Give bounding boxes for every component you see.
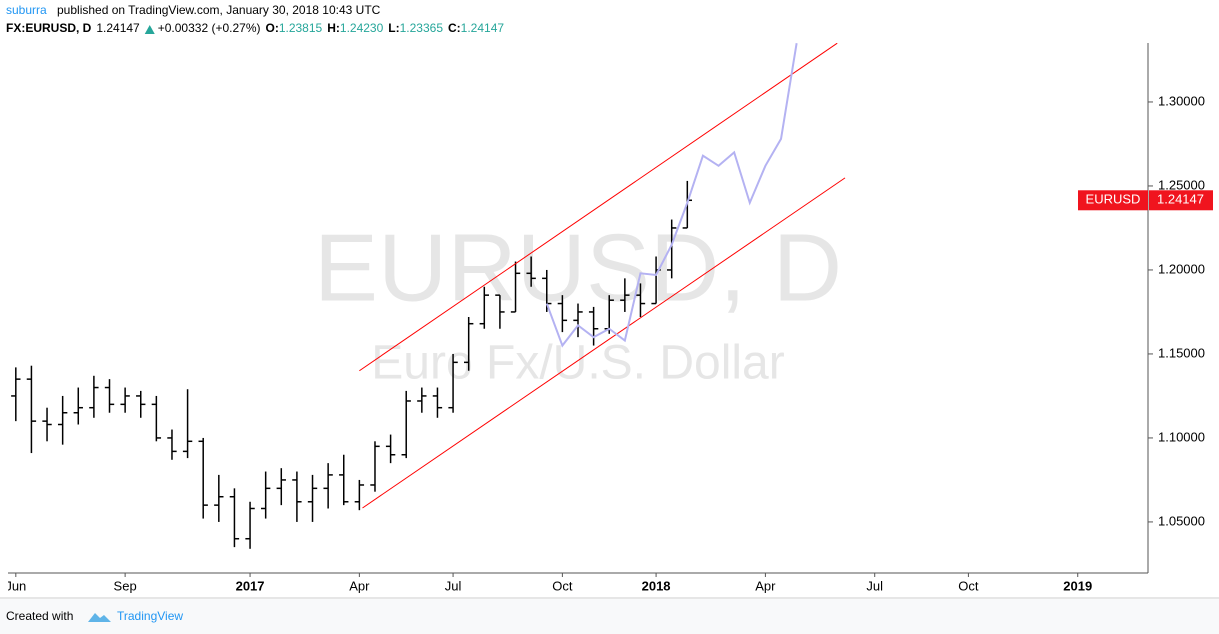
up-arrow <box>144 25 155 34</box>
x-tick-label: Apr <box>755 578 776 593</box>
x-tick-label: 2018 <box>642 578 671 593</box>
x-axis-labels: Jun Sep 2017 Apr Jul Oct 2018 Apr Jul Oct 2019 <box>5 578 1092 593</box>
trendline <box>362 177 846 509</box>
watermark-subtitle: Euro Fx/U.S. Dollar <box>371 337 784 390</box>
tradingview-logo <box>88 613 111 622</box>
created-with: Created with <box>6 609 73 623</box>
trendline <box>359 43 838 372</box>
x-tick-label: Jun <box>5 578 26 593</box>
plot-area: EURUSD, D Euro Fx/U.S. Dollar <box>11 43 846 549</box>
y-tick-label: 1.30000 <box>1158 93 1205 108</box>
x-tick-label: Oct <box>552 578 573 593</box>
symbol-line: FX:EURUSD, D 1.24147 +0.00332 (+0.27%) O: 1.… <box>6 21 504 35</box>
ohlc-value: 1.23815 <box>279 21 323 35</box>
ohlc-label: H: <box>327 21 340 35</box>
x-tick-label: 2019 <box>1063 578 1092 593</box>
x-tick-label: 2017 <box>236 578 265 593</box>
ohlc-value: 1.24147 <box>461 21 505 35</box>
symbol: FX:EURUSD, D <box>6 21 92 35</box>
y-tick-label: 1.25000 <box>1158 177 1205 192</box>
brand[interactable]: TradingView <box>117 609 183 623</box>
symbol-tag <box>1078 190 1148 211</box>
projection-line <box>545 43 798 348</box>
y-tick-label: 1.20000 <box>1158 261 1205 276</box>
plot-clip <box>11 43 846 549</box>
x-tick-label: Jul <box>445 578 462 593</box>
published: published on TradingView.com, January 30… <box>57 3 381 17</box>
ohlc-value: 1.24230 <box>340 21 384 35</box>
ohlc-label: L: <box>388 21 399 35</box>
watermark-title: EURUSD, D <box>314 214 842 321</box>
symbol-tag-label: EURUSD <box>1086 192 1141 207</box>
ohlc-label: O: <box>265 21 278 35</box>
author[interactable]: suburra <box>6 3 47 17</box>
price: 1.24147 <box>96 21 140 35</box>
x-tick-label: Oct <box>958 578 979 593</box>
footer <box>0 599 1219 634</box>
x-tick-label: Sep <box>114 578 137 593</box>
price-tag-label: 1.24147 <box>1157 192 1204 207</box>
x-tick-label: Jul <box>866 578 883 593</box>
y-tick-label: 1.10000 <box>1158 429 1205 444</box>
price-tag <box>1149 190 1213 211</box>
x-tick-label: Apr <box>349 578 370 593</box>
ohlc-value: 1.23365 <box>400 21 444 35</box>
y-tick-label: 1.15000 <box>1158 345 1205 360</box>
change: +0.00332 (+0.27%) <box>158 21 261 35</box>
ohlc-label: C: <box>448 21 461 35</box>
y-tick-label: 1.05000 <box>1158 513 1205 528</box>
